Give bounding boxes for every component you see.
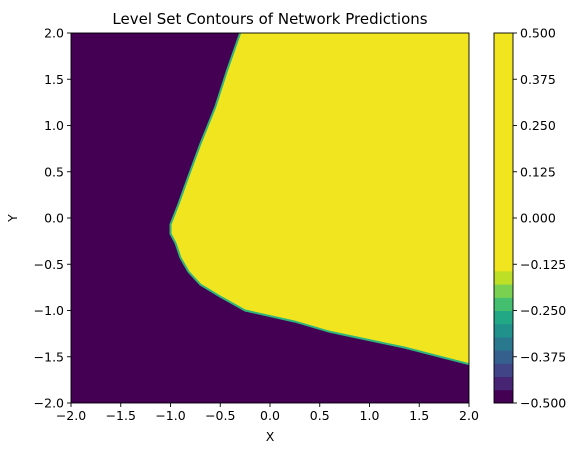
colorbar-tick-label: −0.125 <box>520 257 566 272</box>
y-tick-label: 1.0 <box>44 118 64 133</box>
x-axis: −2.0 −1.5 −1.0 −0.5 0.0 0.5 1.0 1.5 2.0 <box>56 403 479 423</box>
colorbar-band <box>494 270 513 285</box>
y-tick-label: 2.0 <box>44 26 64 41</box>
colorbar-tick-label: 0.500 <box>520 26 556 41</box>
colorbar-tick-label: 0.000 <box>520 211 556 226</box>
y-tick-label: −2.0 <box>34 396 64 411</box>
x-tick-label: −1.5 <box>106 408 136 423</box>
colorbar-band <box>494 310 513 325</box>
colorbar-band <box>494 350 513 364</box>
colorbar-band <box>494 363 513 378</box>
colorbar-tick-label: 0.250 <box>520 118 556 133</box>
x-tick-label: −0.5 <box>205 408 235 423</box>
high-region <box>170 33 469 365</box>
decision-boundary <box>169 33 469 366</box>
colorbar-band <box>494 323 513 338</box>
colorbar-band <box>494 389 513 404</box>
colorbar-band <box>494 284 513 298</box>
colorbar-tick-label: 0.125 <box>520 164 556 179</box>
colorbar-band <box>494 376 513 391</box>
colorbar-tick-label: −0.250 <box>520 303 566 318</box>
y-tick-label: −1.0 <box>34 303 64 318</box>
y-tick-label: 0.0 <box>44 211 64 226</box>
colorbar-band <box>494 336 513 351</box>
colorbar-band <box>494 33 513 272</box>
colorbar-tick-label: 0.375 <box>520 72 556 87</box>
y-tick-label: 1.5 <box>44 72 64 87</box>
colorbar <box>494 33 513 404</box>
y-axis-label: Y <box>5 214 20 223</box>
colorbar-axis: −0.500 −0.375 −0.250 −0.125 0.000 0.125 0.250 0… <box>513 26 566 411</box>
x-tick-label: −2.0 <box>56 408 86 423</box>
y-axis: −2.0 −1.5 −1.0 −0.5 0.0 0.5 1.0 1.5 2.0 <box>34 26 71 411</box>
x-tick-label: 1.0 <box>360 408 380 423</box>
x-tick-label: −1.0 <box>155 408 185 423</box>
x-tick-label: 1.5 <box>409 408 429 423</box>
y-tick-label: −0.5 <box>34 257 64 272</box>
x-tick-label: 0.5 <box>310 408 330 423</box>
x-tick-label: 0.0 <box>260 408 280 423</box>
y-tick-label: 0.5 <box>44 164 64 179</box>
colorbar-tick-label: −0.375 <box>520 349 566 364</box>
colorbar-band <box>494 297 513 311</box>
colorbar-tick-label: −0.500 <box>520 396 566 411</box>
x-axis-label: X <box>266 429 275 444</box>
plot-area <box>71 33 469 403</box>
y-tick-label: −1.5 <box>34 349 64 364</box>
chart-title: Level Set Contours of Network Prediction… <box>112 10 427 28</box>
x-tick-label: 2.0 <box>459 408 479 423</box>
